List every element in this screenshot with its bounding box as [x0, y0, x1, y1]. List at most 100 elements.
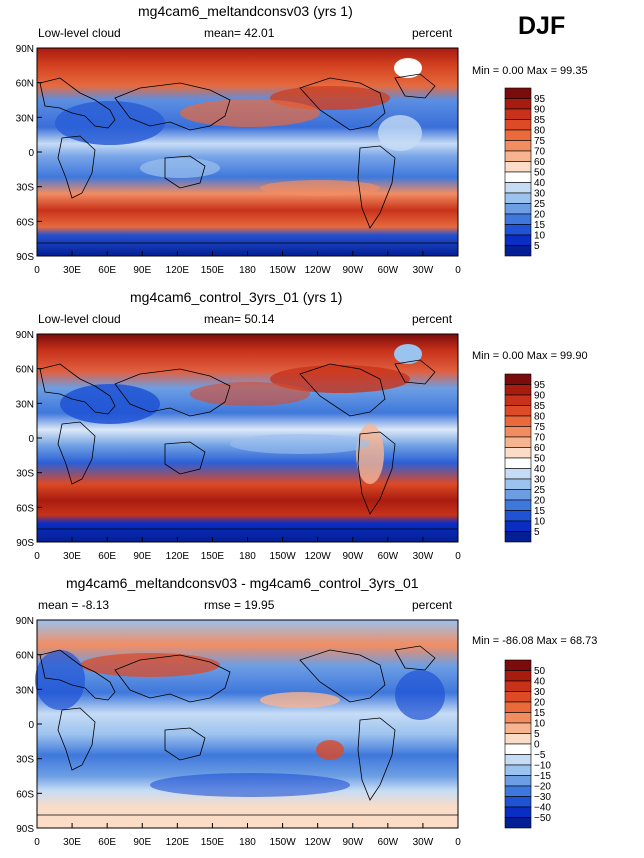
lon-tick-label: 150W: [270, 837, 297, 848]
colorbar-swatch: [504, 192, 532, 204]
colorbar-swatch: [504, 764, 532, 776]
colorbar-swatch: [504, 691, 532, 703]
colorbar-swatch: [504, 510, 532, 522]
colorbar-label: 5: [534, 527, 540, 538]
panel-3-rmse-label: rmse = 19.95: [204, 598, 275, 612]
lat-tick-label: 30S: [16, 469, 34, 480]
colorbar-label: 90: [534, 105, 546, 116]
colorbar-swatch: [504, 140, 532, 152]
colorbar-swatch: [504, 150, 532, 162]
colorbar-swatch: [504, 701, 532, 713]
lon-tick-label: 180: [239, 837, 256, 848]
colorbar-label: 85: [534, 115, 546, 126]
colorbar-label: 60: [534, 157, 546, 168]
lat-tick-label: 90N: [16, 616, 34, 627]
lon-tick-label: 60W: [378, 265, 399, 276]
colorbar-swatch: [504, 499, 532, 511]
panel-2-variable-label: Low-level cloud: [38, 312, 121, 326]
colorbar-swatch: [504, 129, 532, 141]
lon-tick-label: 60W: [378, 551, 399, 562]
lat-tick-label: 30N: [16, 113, 34, 124]
lon-tick-label: 30W: [413, 837, 434, 848]
colorbar-label: −50: [534, 813, 551, 824]
colorbar-label: 20: [534, 210, 546, 221]
panel-2-min-max: Min = 0.00 Max = 99.90: [472, 350, 588, 362]
colorbar-swatch: [504, 785, 532, 797]
colorbar-swatch: [504, 182, 532, 194]
lon-tick-label: 0: [455, 837, 461, 848]
colorbar-swatch: [504, 119, 532, 131]
lon-tick-label: 120E: [166, 837, 190, 848]
colorbar-swatch: [504, 733, 532, 745]
lon-tick-label: 150E: [201, 551, 225, 562]
colorbar-label: −20: [534, 782, 551, 793]
lon-tick-label: 90E: [133, 837, 151, 848]
colorbar-label: 10: [534, 719, 546, 730]
colorbar-label: 10: [534, 517, 546, 528]
colorbar-swatch: [504, 806, 532, 818]
colorbar-label: −5: [534, 750, 546, 761]
colorbar-label: 20: [534, 496, 546, 507]
colorbar-label: 50: [534, 168, 546, 179]
colorbar-swatch: [504, 520, 532, 532]
lat-tick-label: 0: [28, 434, 34, 445]
lon-tick-label: 180: [239, 551, 256, 562]
colorbar-swatch: [504, 796, 532, 808]
colorbar-label: 0: [534, 740, 540, 751]
colorbar-label: 40: [534, 178, 546, 189]
colorbar-label: 25: [534, 485, 546, 496]
lat-tick-label: 90S: [16, 538, 34, 549]
panel-3-units-label: percent: [412, 598, 453, 612]
panel-1-units-label: percent: [412, 26, 453, 40]
colorbar-swatch: [504, 743, 532, 755]
colorbar-swatch: [504, 489, 532, 501]
lat-tick-label: 90S: [16, 824, 34, 835]
lat-tick-label: 30S: [16, 755, 34, 766]
lat-tick-label: 60S: [16, 217, 34, 228]
colorbar-label: 15: [534, 506, 546, 517]
lat-tick-label: 60S: [16, 503, 34, 514]
colorbar-swatch: [504, 405, 532, 417]
colorbar-label: 95: [534, 94, 546, 105]
colorbar-label: 95: [534, 380, 546, 391]
panel-1-mean-label: mean= 42.01: [204, 26, 275, 40]
colorbar-label: 60: [534, 443, 546, 454]
lon-tick-label: 60W: [378, 837, 399, 848]
colorbar-label: 75: [534, 422, 546, 433]
lat-tick-label: 90S: [16, 252, 34, 263]
colorbar-label: 30: [534, 475, 546, 486]
lon-tick-label: 30W: [413, 551, 434, 562]
panel-2-units-label: percent: [412, 312, 453, 326]
colorbar-swatch: [504, 213, 532, 225]
colorbar-label: 30: [534, 189, 546, 200]
colorbar-label: −10: [534, 761, 551, 772]
lon-tick-label: 30E: [63, 551, 81, 562]
colorbar-swatch: [504, 373, 532, 385]
lat-tick-label: 90N: [16, 330, 34, 341]
colorbar-label: 30: [534, 687, 546, 698]
colorbar-swatch: [504, 161, 532, 173]
lat-tick-label: 90N: [16, 44, 34, 55]
colorbar-label: 25: [534, 199, 546, 210]
lon-tick-label: 0: [455, 551, 461, 562]
colorbar-swatch: [504, 203, 532, 215]
colorbar-swatch: [504, 98, 532, 110]
colorbar-label: 50: [534, 454, 546, 465]
panel-3-mean-label: mean = -8.13: [38, 598, 110, 612]
lon-tick-label: 0: [455, 265, 461, 276]
panel-2-coastlines: [37, 359, 458, 530]
lon-tick-label: 120E: [166, 265, 190, 276]
panel-1-variable-label: Low-level cloud: [38, 26, 121, 40]
panel-3-map: 90N 60N 30N 0 30S 60S 90S 0 30E 60E 90E 120E 150E 18…: [16, 616, 462, 848]
colorbar-label: 75: [534, 136, 546, 147]
lon-tick-label: 0: [34, 551, 40, 562]
panel-3-field: [35, 620, 458, 828]
lon-tick-label: 90E: [133, 551, 151, 562]
lon-tick-label: 90W: [342, 265, 363, 276]
lat-tick-label: 60N: [16, 79, 34, 90]
panel-3-title: mg4cam6_meltandconsv03 - mg4cam6_control…: [66, 575, 419, 591]
panel-2-mean-label: mean= 50.14: [204, 312, 275, 326]
colorbar-swatch: [504, 754, 532, 766]
